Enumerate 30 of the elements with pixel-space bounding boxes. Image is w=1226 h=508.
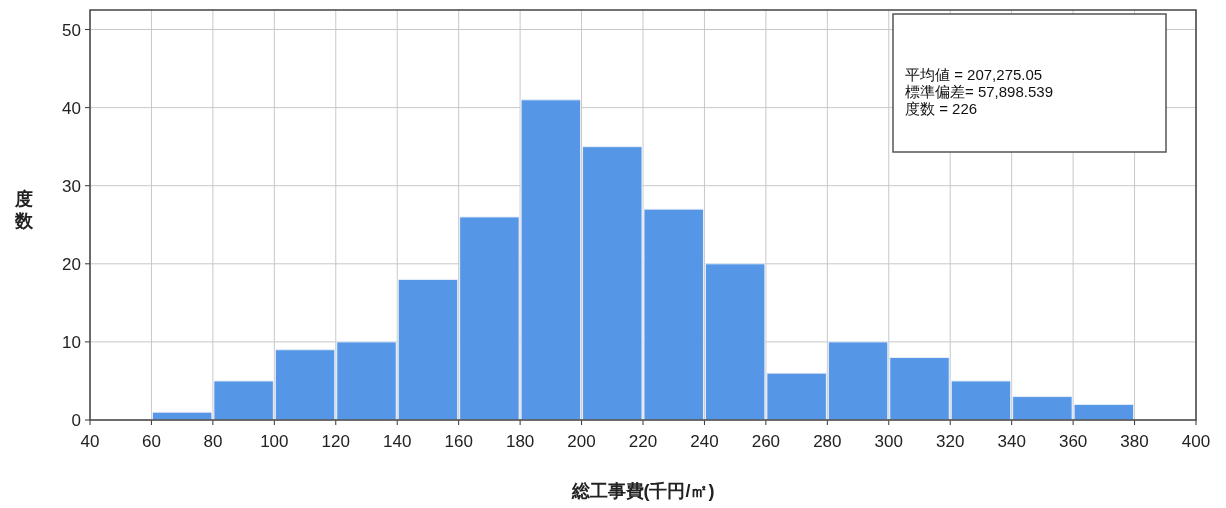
x-tick-label: 160 [444, 432, 473, 451]
x-tick-label: 100 [260, 432, 289, 451]
x-tick-label: 400 [1181, 432, 1211, 451]
x-tick-label: 60 [141, 432, 161, 451]
annotation: 平均値 = 207,275.05 [905, 66, 1043, 83]
x-tick-label: 340 [997, 432, 1026, 451]
x-tick-label: 40 [80, 432, 100, 451]
x-tick-label: 300 [874, 432, 903, 451]
y-tick-label: 40 [62, 98, 81, 118]
x-tick-label: 240 [690, 432, 719, 451]
y-axis-title: 度数 [14, 189, 34, 231]
x-axis-title: 総工事費(千円/㎡) [570, 481, 715, 501]
x-tick-label: 360 [1058, 432, 1088, 451]
x-tick-label: 140 [383, 432, 412, 451]
annotation: 標準偏差= 57,898.539 [905, 83, 1054, 100]
y-tick-label: 30 [62, 176, 81, 196]
x-tick-label: 220 [628, 432, 658, 451]
x-tick-label: 200 [567, 432, 596, 451]
annotation: 度数 = 226 [905, 100, 978, 117]
y-tick-label: 0 [71, 411, 81, 430]
x-tick-label: 320 [936, 432, 965, 451]
x-tick-label: 80 [203, 432, 223, 451]
x-tick-label: 280 [813, 432, 842, 451]
x-tick-label: 120 [321, 432, 350, 451]
x-tick-label: 380 [1120, 432, 1149, 451]
y-tick-label: 20 [62, 254, 81, 274]
x-tick-label: 180 [505, 432, 535, 451]
x-tick-label: 260 [751, 432, 781, 451]
y-tick-label: 10 [62, 332, 81, 352]
y-tick-label: 50 [62, 20, 81, 40]
